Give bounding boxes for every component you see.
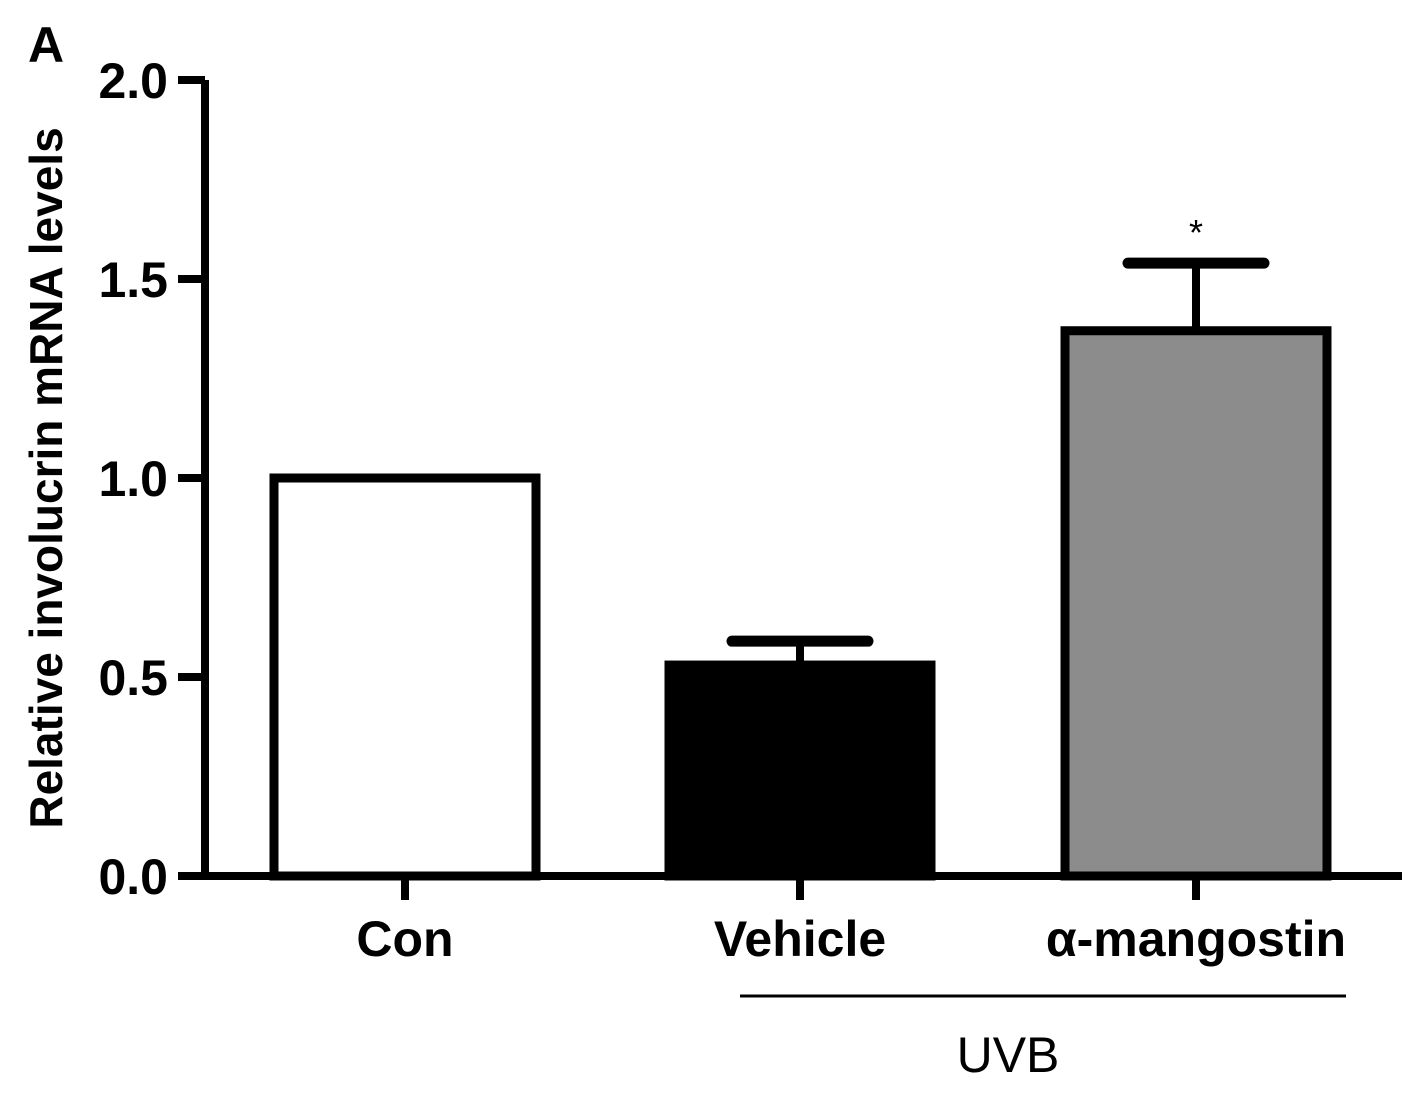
y-tick-label: 0.0 bbox=[98, 849, 168, 905]
bars: * bbox=[269, 212, 1332, 881]
x-tick-label: Con bbox=[356, 911, 453, 967]
y-tick-label: 0.5 bbox=[98, 650, 168, 706]
y-axis-ticks: 0.0 0.5 1.0 1.5 2.0 bbox=[98, 53, 205, 905]
x-axis-ticks: Con Vehicle α-mangostin bbox=[356, 876, 1346, 967]
group-label: UVB bbox=[957, 1027, 1060, 1083]
x-tick-label: α-mangostin bbox=[1046, 911, 1346, 967]
bar bbox=[664, 660, 936, 881]
y-tick-label: 1.0 bbox=[98, 451, 168, 507]
y-tick-label: 2.0 bbox=[98, 53, 168, 109]
significance-marker: * bbox=[1189, 212, 1203, 253]
y-axis-label: Relative involucrin mRNA levels bbox=[20, 127, 72, 828]
y-tick-label: 1.5 bbox=[98, 252, 168, 308]
bar bbox=[269, 473, 541, 881]
x-tick-label: Vehicle bbox=[714, 911, 886, 967]
panel-label: A bbox=[28, 17, 64, 73]
bar bbox=[1060, 326, 1332, 881]
